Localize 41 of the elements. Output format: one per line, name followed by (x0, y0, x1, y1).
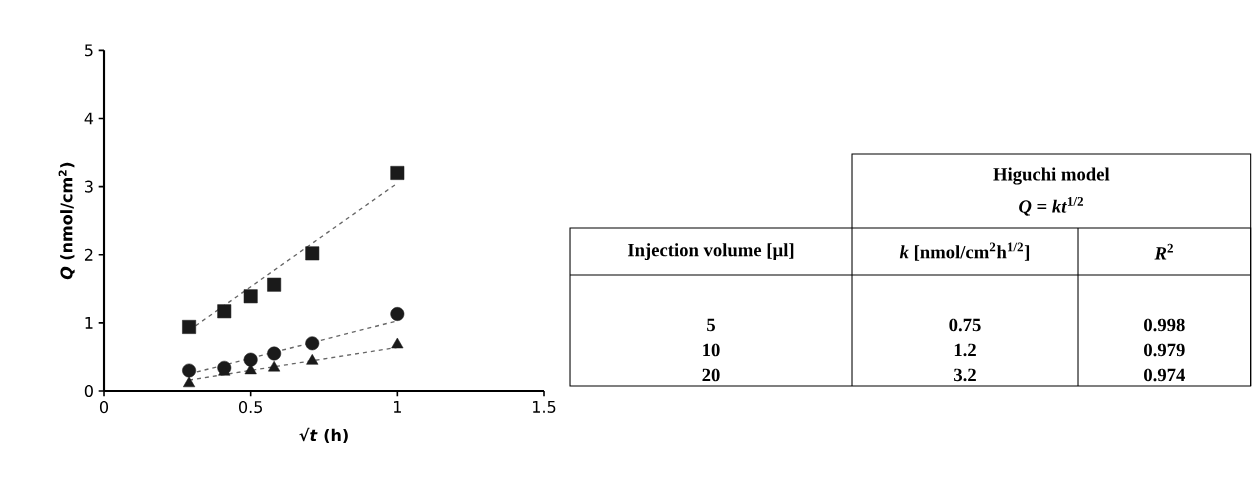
y-tick-label: 2 (84, 248, 93, 261)
text: Higuchi model (993, 167, 1110, 185)
x-tick-label: 1 (394, 401, 401, 413)
text: R$^{2}$ (1154, 243, 1173, 260)
text: 10 (703, 343, 720, 357)
y-tick-label: 0 (84, 384, 93, 398)
x-axis-title: √t (h) (299, 427, 348, 444)
point (183, 376, 196, 388)
point (390, 307, 405, 321)
x-tick-label: 0 (99, 401, 109, 414)
point (305, 336, 320, 351)
text: 0.974 (1144, 368, 1185, 382)
point (267, 277, 282, 292)
text: Q = kt$^{1/2}$ (1019, 196, 1084, 216)
point (243, 352, 258, 367)
text: 3.2 (954, 368, 976, 382)
y-tick-label: 3 (85, 180, 93, 193)
point (267, 346, 282, 361)
text: 1.2 (954, 343, 976, 357)
point (391, 337, 404, 349)
x-tick-label: 1.5 (533, 401, 556, 413)
point (268, 360, 281, 372)
text: 20 (702, 368, 720, 382)
text: Injection volume [µl] (627, 243, 794, 261)
point (390, 166, 405, 180)
y-axis-title: Q (nmol/cm$^{2}$) (58, 162, 75, 280)
text: 0.998 (1144, 318, 1185, 332)
point (182, 363, 197, 378)
point (243, 289, 258, 304)
point (217, 304, 232, 319)
text: 0.75 (949, 318, 981, 332)
y-tick-label: 5 (85, 44, 93, 57)
point (306, 354, 319, 365)
y-tick-label: 1 (85, 317, 93, 329)
x-tick-label: 0.5 (239, 401, 262, 414)
point (182, 320, 197, 334)
text: 0.979 (1144, 343, 1185, 357)
text: k [nmol/cm$^{2}$h$^{1/2}$] (899, 242, 1030, 261)
y-tick-label: 4 (84, 112, 94, 125)
point (305, 246, 320, 261)
text: 5 (707, 318, 715, 332)
